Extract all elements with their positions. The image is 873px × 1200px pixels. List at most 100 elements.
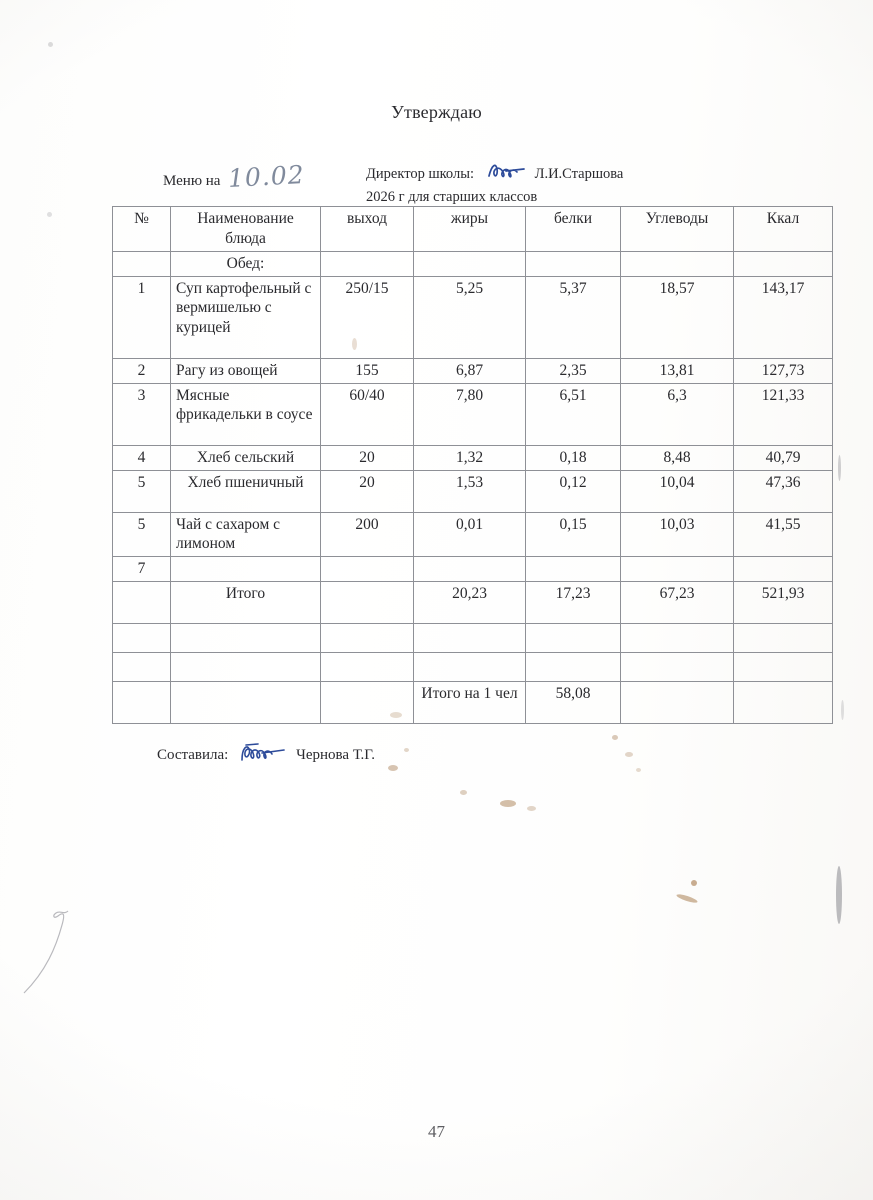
row-kcal: 127,73 [733, 357, 833, 384]
table-row: 4 Хлеб сельский 20 1,32 0,18 8,48 40,79 [112, 444, 833, 471]
row-out [320, 556, 414, 583]
table-total-row: Итого 20,23 17,23 67,23 521,93 [112, 581, 833, 625]
row-carb: 13,81 [620, 357, 734, 384]
blank-cell [112, 652, 171, 683]
row-prot: 2,35 [525, 357, 621, 384]
header-out: выход [320, 206, 414, 252]
row-prot: 0,15 [525, 511, 621, 558]
total-prot: 17,23 [525, 581, 621, 625]
total-fat: 20,23 [413, 581, 526, 625]
row-fat: 6,87 [413, 357, 526, 384]
section-prot [525, 250, 621, 277]
row-num: 1 [112, 275, 171, 359]
blank-cell [525, 623, 621, 654]
row-out: 250/15 [320, 275, 414, 359]
per-person-label: Итого на 1 чел [413, 681, 526, 725]
director-name: Л.И.Старшова [534, 166, 624, 182]
total-num [112, 581, 171, 625]
row-out: 20 [320, 469, 414, 513]
row-num: 2 [112, 357, 171, 384]
table-row: 2 Рагу из овощей 155 6,87 2,35 13,81 127… [112, 357, 833, 384]
blank-cell [320, 652, 414, 683]
director-block: Директор школы: Л.И.Старшова 2026 г для … [366, 160, 623, 208]
header-prot: белки [525, 206, 621, 252]
composer-signature-icon [238, 742, 294, 769]
row-out: 155 [320, 357, 414, 384]
row-carb: 8,48 [620, 444, 734, 471]
section-out [320, 250, 414, 277]
table-blank-row [112, 652, 833, 683]
approve-heading: Утверждаю [391, 102, 482, 122]
menu-label: Меню на [163, 173, 221, 189]
blank-cell [620, 623, 734, 654]
row-name: Рагу из овощей [170, 357, 321, 384]
menu-date-handwritten: 10.02 [227, 160, 306, 193]
blank-cell [112, 623, 171, 654]
header-num: № [112, 206, 171, 252]
row-fat [413, 556, 526, 583]
row-kcal [733, 556, 833, 583]
blank-cell [413, 652, 526, 683]
row-name [170, 556, 321, 583]
table-per-person-row: Итого на 1 чел 58,08 [112, 681, 833, 725]
composer-name: Чернова Т.Г. [296, 747, 375, 763]
row-carb: 10,04 [620, 469, 734, 513]
menu-table: № Наименование блюда выход жиры белки Уг… [112, 206, 833, 725]
row-carb: 6,3 [620, 382, 734, 446]
header-name: Наименование блюда [170, 206, 321, 252]
page-number: 47 [428, 1122, 445, 1141]
row-fat: 5,25 [413, 275, 526, 359]
table-section-row: Обед: [112, 250, 833, 277]
blank-cell [170, 652, 321, 683]
table-row: 1 Суп картофельный с вермишелью с курице… [112, 275, 833, 359]
table-row: 3 Мясные фрикадельки в соусе 60/40 7,80 … [112, 382, 833, 446]
row-name: Хлеб пшеничный [170, 469, 321, 513]
row-kcal: 40,79 [733, 444, 833, 471]
row-name: Хлеб сельский [170, 444, 321, 471]
row-fat: 0,01 [413, 511, 526, 558]
header-kcal: Ккал [733, 206, 833, 252]
row-carb [620, 556, 734, 583]
blank-cell [413, 623, 526, 654]
composed-label: Составила: [157, 747, 229, 763]
blank-cell [620, 652, 734, 683]
per-person-value: 58,08 [525, 681, 621, 725]
section-label: Обед: [170, 250, 321, 277]
table-header-row: № Наименование блюда выход жиры белки Уг… [112, 206, 833, 252]
row-prot [525, 556, 621, 583]
table-blank-row [112, 623, 833, 654]
row-prot: 0,12 [525, 469, 621, 513]
section-kcal [733, 250, 833, 277]
row-name: Суп картофельный с вермишелью с курицей [170, 275, 321, 359]
row-num: 4 [112, 444, 171, 471]
total-out [320, 581, 414, 625]
per-person-name [170, 681, 321, 725]
per-person-out [320, 681, 414, 725]
table-row: 5 Чай с сахаром с лимоном 200 0,01 0,15 … [112, 511, 833, 558]
blank-cell [320, 623, 414, 654]
row-carb: 10,03 [620, 511, 734, 558]
row-kcal: 121,33 [733, 382, 833, 446]
row-num: 3 [112, 382, 171, 446]
row-name: Чай с сахаром с лимоном [170, 511, 321, 558]
row-name: Мясные фрикадельки в соусе [170, 382, 321, 446]
section-num [112, 250, 171, 277]
row-prot: 5,37 [525, 275, 621, 359]
director-signature-icon [486, 160, 532, 188]
table-row: 5 Хлеб пшеничный 20 1,53 0,12 10,04 47,3… [112, 469, 833, 513]
row-num: 7 [112, 556, 171, 583]
row-out: 200 [320, 511, 414, 558]
row-fat: 1,32 [413, 444, 526, 471]
total-label: Итого [170, 581, 321, 625]
row-kcal: 41,55 [733, 511, 833, 558]
blank-cell [733, 623, 833, 654]
year-line: 2026 г для старших классов [366, 189, 538, 206]
row-out: 20 [320, 444, 414, 471]
director-label: Директор школы: [366, 166, 474, 182]
per-person-kcal [733, 681, 833, 725]
row-num: 5 [112, 469, 171, 513]
per-person-num [112, 681, 171, 725]
header-fat: жиры [413, 206, 526, 252]
header-carb: Углеводы [620, 206, 734, 252]
